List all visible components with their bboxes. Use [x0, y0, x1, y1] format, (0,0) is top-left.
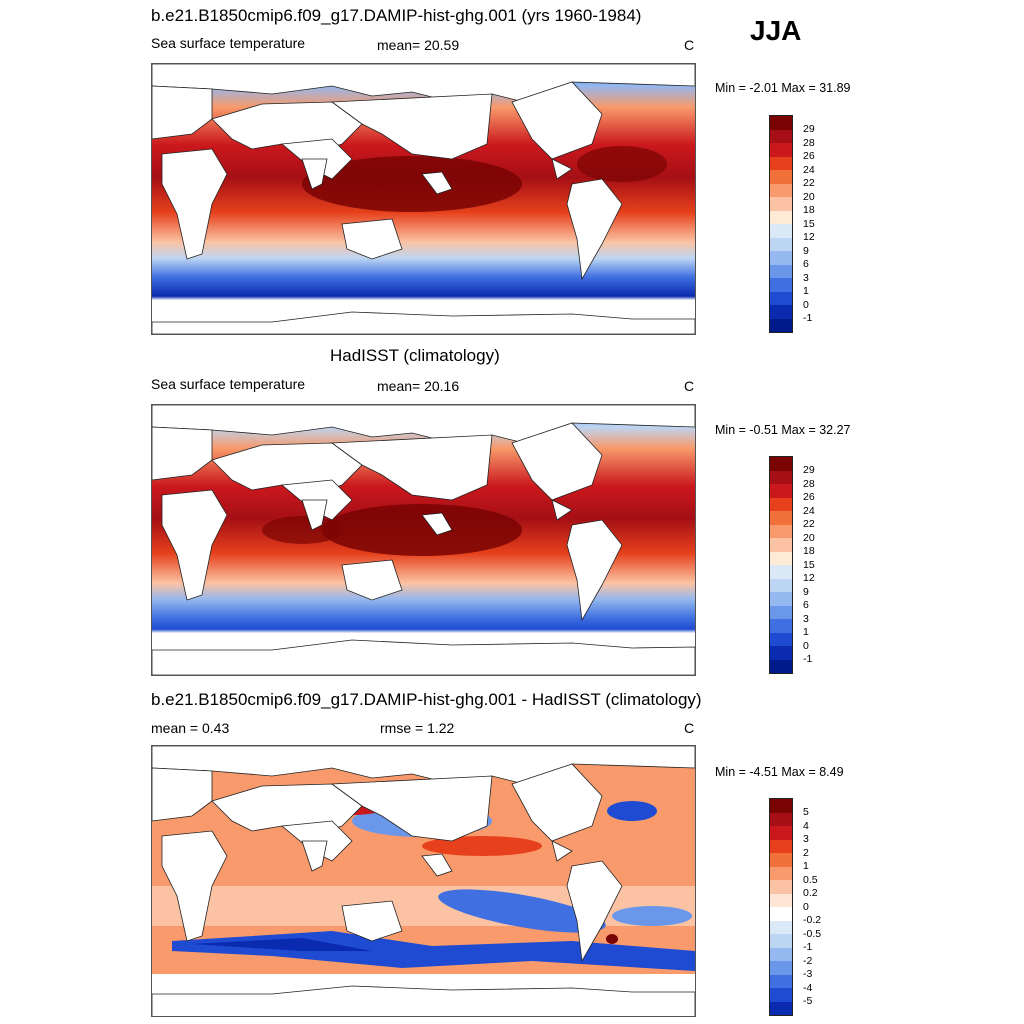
- panel2-colorbar-tick: 9: [803, 585, 809, 598]
- panel2-continents: [152, 405, 695, 675]
- panel3-colorbar-tick: 2: [803, 846, 809, 859]
- panel1-variable-label: Sea surface temperature: [151, 35, 306, 51]
- panel1-colorbar-tick: 26: [803, 150, 815, 162]
- panel2-colorbar-tick: 20: [803, 531, 815, 544]
- panel3-minmax-label: Min = -4.51 Max = 8.49: [715, 765, 844, 779]
- panel3-colorbar-tick: 4: [803, 819, 809, 832]
- panel3-colorbar-tick: 5: [803, 806, 809, 818]
- panel1-colorbar-tick: 29: [803, 123, 815, 135]
- panel2-title: HadISST (climatology): [330, 346, 500, 365]
- panel3-colorbar-tick: -3: [803, 968, 813, 980]
- panel3-colorbar-tick: 0: [803, 900, 809, 913]
- panel1-colorbar-tick: 1: [803, 285, 809, 297]
- panel1-colorbar-tick: 18: [803, 204, 815, 216]
- season-label: JJA: [750, 15, 802, 46]
- panel2-colorbar: [769, 456, 793, 674]
- panel1-colorbar-tick: 0: [803, 298, 809, 311]
- panel3-colorbar: [769, 798, 793, 1016]
- panel3-rmse-label: rmse = 1.22: [380, 720, 455, 736]
- panel3-title: b.e21.B1850cmip6.f09_g17.DAMIP-hist-ghg.…: [151, 690, 702, 709]
- panel2-colorbar-tick: 1: [803, 626, 809, 638]
- panel3-colorbar-tick: 0.5: [803, 873, 818, 886]
- panel3-colorbar-tick: -1: [803, 941, 813, 953]
- panel2-colorbar-tick: 18: [803, 545, 815, 557]
- panel2-colorbar-tick: -1: [803, 653, 813, 665]
- panel1-mean-label: mean= 20.59: [377, 37, 460, 53]
- panel3-units-label: C: [684, 720, 695, 736]
- panel2-colorbar-tick: 26: [803, 491, 815, 503]
- panel3-colorbar-tick: 0.2: [803, 887, 818, 899]
- panel3-mean-label: mean = 0.43: [151, 720, 230, 736]
- panel1-colorbar-tick: 28: [803, 136, 815, 149]
- panel3-colorbar-tick: -4: [803, 981, 813, 994]
- panel1-colorbar-tick: 6: [803, 258, 809, 270]
- panel3-colorbar-tick: 3: [803, 833, 809, 845]
- panel1-colorbar-tick: 22: [803, 177, 815, 189]
- panel2-colorbar-tick: 24: [803, 504, 815, 517]
- panel2-mean-label: mean= 20.16: [377, 378, 460, 394]
- panel1-title: b.e21.B1850cmip6.f09_g17.DAMIP-hist-ghg.…: [151, 6, 642, 25]
- panel2-colorbar-tick: 12: [803, 572, 815, 584]
- panel2-map: [151, 404, 696, 676]
- panel3-colorbar-tick: -2: [803, 954, 813, 967]
- panel3-map: [151, 745, 696, 1017]
- panel1-colorbar: [769, 115, 793, 333]
- panel1-colorbar-tick: 20: [803, 190, 815, 203]
- panel3-colorbar-tick: -5: [803, 995, 813, 1007]
- panel3-continents: [152, 746, 695, 1016]
- panel1-colorbar-tick: -1: [803, 312, 813, 324]
- panel1-map: [151, 63, 696, 335]
- panel1-continents: [152, 64, 695, 334]
- panel2-variable-label: Sea surface temperature: [151, 376, 306, 392]
- panel1-colorbar-tick: 12: [803, 231, 815, 243]
- panel2-minmax-label: Min = -0.51 Max = 32.27: [715, 423, 851, 437]
- panel2-colorbar-tick: 6: [803, 599, 809, 611]
- panel2-colorbar-tick: 22: [803, 518, 815, 530]
- panel3-colorbar-tick: 1: [803, 860, 809, 872]
- panel2-colorbar-tick: 15: [803, 558, 815, 571]
- panel2-colorbar-tick: 29: [803, 464, 815, 476]
- panel1-units-label: C: [684, 37, 695, 53]
- panel1-minmax-label: Min = -2.01 Max = 31.89: [715, 81, 851, 95]
- panel1-colorbar-tick: 24: [803, 163, 815, 176]
- panel2-colorbar-tick: 28: [803, 477, 815, 490]
- panel2-colorbar-tick: 0: [803, 639, 809, 652]
- panel2-colorbar-tick: 3: [803, 612, 809, 625]
- panel1-colorbar-tick: 15: [803, 217, 815, 230]
- panel3-colorbar-tick: -0.2: [803, 914, 822, 926]
- panel1-colorbar-tick: 3: [803, 271, 809, 284]
- panel3-colorbar-tick: -0.5: [803, 927, 822, 940]
- panel1-colorbar-tick: 9: [803, 244, 809, 257]
- panel2-units-label: C: [684, 378, 695, 394]
